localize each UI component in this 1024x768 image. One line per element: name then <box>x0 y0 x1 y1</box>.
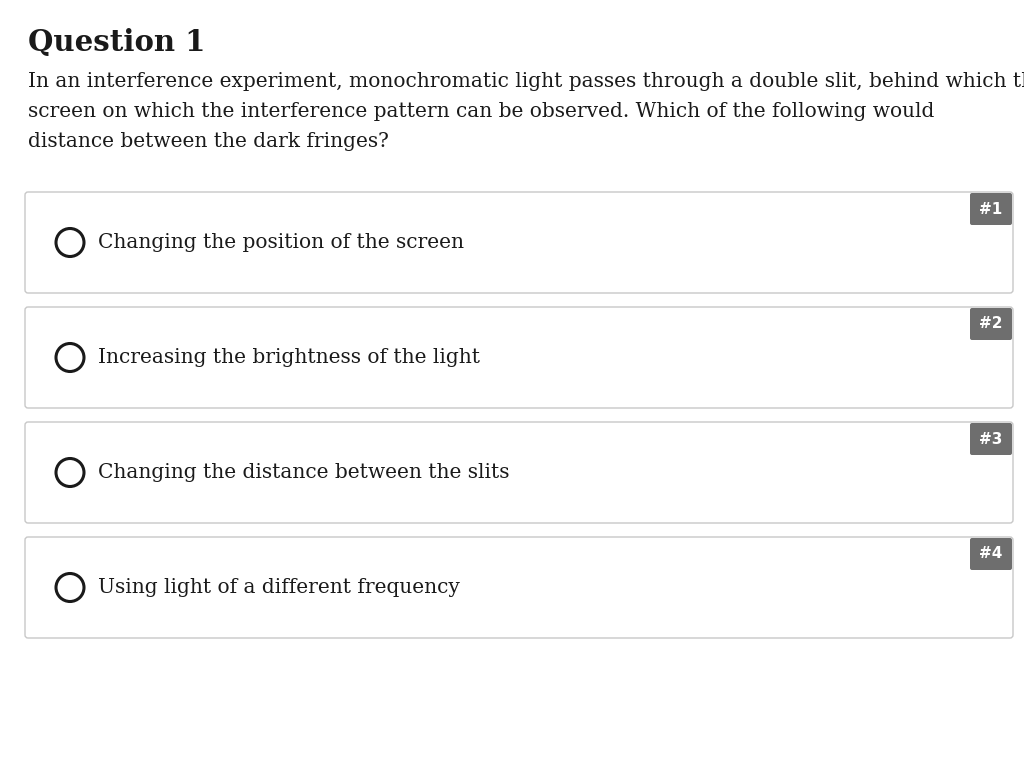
Text: Changing the distance between the slits: Changing the distance between the slits <box>98 463 510 482</box>
FancyBboxPatch shape <box>25 192 1013 293</box>
Text: #4: #4 <box>979 547 1002 561</box>
Text: distance between the dark fringes?: distance between the dark fringes? <box>28 132 389 151</box>
Text: #1: #1 <box>979 201 1002 217</box>
Text: Increasing the brightness of the light: Increasing the brightness of the light <box>98 348 480 367</box>
FancyBboxPatch shape <box>970 308 1012 340</box>
Text: screen on which the interference pattern can be observed. Which of the following: screen on which the interference pattern… <box>28 102 941 121</box>
Text: #2: #2 <box>979 316 1002 332</box>
Text: Question 1: Question 1 <box>28 28 206 57</box>
FancyBboxPatch shape <box>25 307 1013 408</box>
Circle shape <box>56 229 84 257</box>
FancyBboxPatch shape <box>970 423 1012 455</box>
Circle shape <box>56 343 84 372</box>
FancyBboxPatch shape <box>970 538 1012 570</box>
Circle shape <box>56 458 84 486</box>
FancyBboxPatch shape <box>25 422 1013 523</box>
Circle shape <box>56 574 84 601</box>
FancyBboxPatch shape <box>25 537 1013 638</box>
Text: Using light of a different frequency: Using light of a different frequency <box>98 578 460 597</box>
Text: #3: #3 <box>979 432 1002 446</box>
Text: Changing the position of the screen: Changing the position of the screen <box>98 233 464 252</box>
FancyBboxPatch shape <box>970 193 1012 225</box>
Text: In an interference experiment, monochromatic light passes through a double slit,: In an interference experiment, monochrom… <box>28 72 1024 91</box>
